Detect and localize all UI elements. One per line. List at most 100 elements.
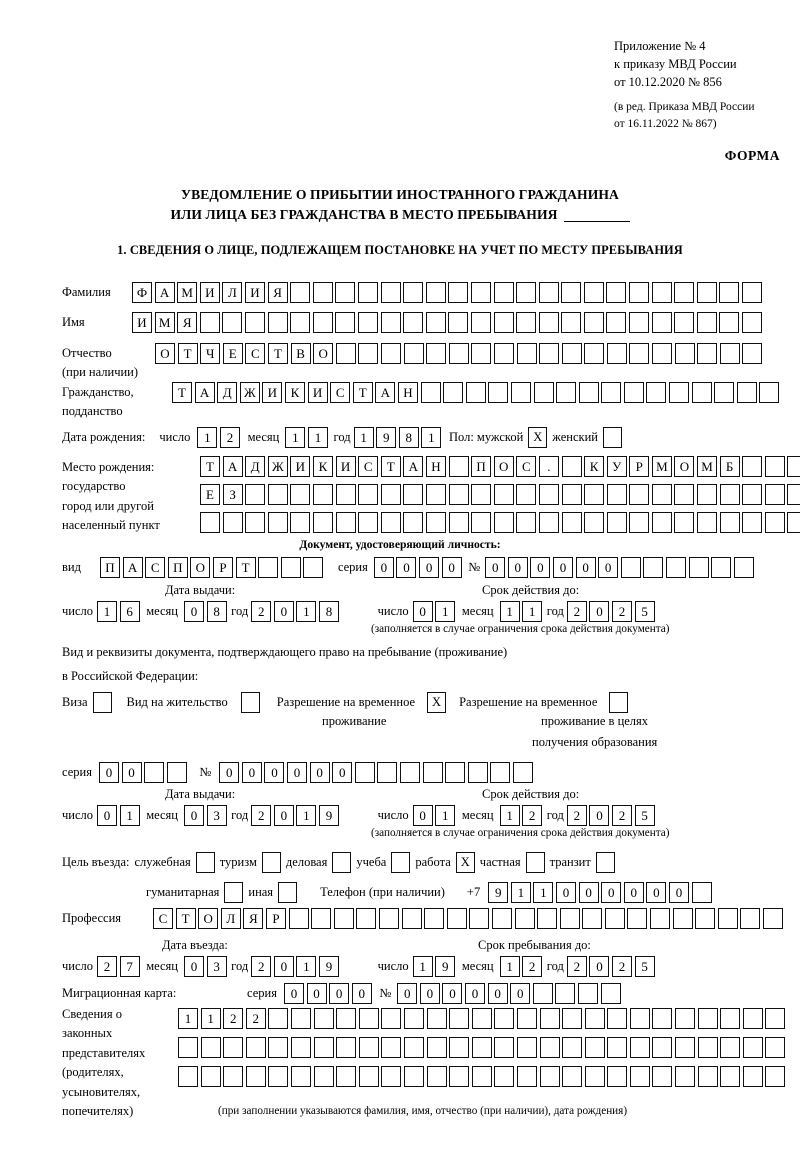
- form-cell[interactable]: 1: [499, 956, 520, 977]
- form-cell[interactable]: [403, 512, 424, 533]
- form-cell[interactable]: [426, 1008, 447, 1029]
- form-cell[interactable]: [381, 1008, 402, 1029]
- form-cell[interactable]: [336, 1066, 357, 1087]
- form-cell[interactable]: С: [153, 908, 173, 929]
- form-cell[interactable]: [403, 312, 424, 333]
- form-cell[interactable]: М: [651, 456, 672, 477]
- form-cell[interactable]: [651, 484, 672, 505]
- form-cell[interactable]: 1: [412, 956, 433, 977]
- form-cell[interactable]: [258, 557, 279, 578]
- form-cell[interactable]: 2: [566, 601, 587, 622]
- form-cell[interactable]: 2: [612, 601, 633, 622]
- form-cell[interactable]: [267, 312, 288, 333]
- form-cell[interactable]: Е: [222, 343, 243, 364]
- form-cell[interactable]: [403, 1008, 424, 1029]
- form-cell[interactable]: 1: [435, 805, 456, 826]
- form-cell[interactable]: И: [199, 282, 220, 303]
- form-cell[interactable]: [470, 282, 491, 303]
- form-cell[interactable]: [584, 484, 605, 505]
- form-cell[interactable]: [268, 1066, 289, 1087]
- form-cell[interactable]: [717, 908, 738, 929]
- form-cell[interactable]: [335, 484, 356, 505]
- form-cell[interactable]: Ч: [200, 343, 221, 364]
- form-cell[interactable]: 0: [219, 762, 240, 783]
- form-cell[interactable]: [312, 484, 333, 505]
- form-cell[interactable]: [448, 343, 469, 364]
- form-cell[interactable]: [765, 1037, 786, 1058]
- form-cell[interactable]: [290, 484, 311, 505]
- form-cell[interactable]: [691, 382, 712, 403]
- form-cell[interactable]: [494, 1037, 515, 1058]
- form-cell[interactable]: [688, 557, 709, 578]
- form-cell[interactable]: О: [198, 908, 219, 929]
- form-cell[interactable]: [561, 312, 582, 333]
- form-cell[interactable]: [629, 343, 650, 364]
- form-cell[interactable]: [311, 908, 332, 929]
- form-cell[interactable]: [313, 1008, 334, 1029]
- form-cell[interactable]: [674, 282, 695, 303]
- form-cell[interactable]: [380, 484, 401, 505]
- form-cell[interactable]: 1: [522, 601, 543, 622]
- form-cell[interactable]: [446, 908, 467, 929]
- purpose-option-checkbox-4[interactable]: X: [455, 852, 475, 873]
- form-cell[interactable]: 0: [396, 557, 417, 578]
- form-cell[interactable]: [312, 312, 333, 333]
- form-cell[interactable]: 0: [485, 557, 506, 578]
- form-cell[interactable]: [582, 908, 603, 929]
- form-cell[interactable]: 0: [183, 805, 204, 826]
- form-cell[interactable]: [720, 1037, 741, 1058]
- form-cell[interactable]: [584, 1008, 605, 1029]
- form-cell[interactable]: 9: [319, 956, 340, 977]
- purpose-option-checkbox-0[interactable]: [195, 852, 215, 873]
- purpose-option-checkbox-1[interactable]: [261, 852, 281, 873]
- form-cell[interactable]: 0: [507, 557, 528, 578]
- form-cell[interactable]: [583, 282, 604, 303]
- form-cell[interactable]: 1: [119, 805, 140, 826]
- form-cell[interactable]: [268, 1008, 289, 1029]
- form-cell[interactable]: [401, 908, 422, 929]
- form-cell[interactable]: Д: [217, 382, 238, 403]
- form-cell[interactable]: 2: [251, 956, 272, 977]
- form-cell[interactable]: Р: [629, 456, 650, 477]
- form-cell[interactable]: .: [538, 456, 559, 477]
- form-cell[interactable]: 0: [556, 882, 576, 903]
- form-cell[interactable]: [290, 282, 311, 303]
- form-cell[interactable]: [516, 282, 537, 303]
- form-cell[interactable]: [335, 312, 356, 333]
- form-cell[interactable]: [764, 512, 785, 533]
- form-cell[interactable]: [764, 484, 785, 505]
- form-cell[interactable]: [696, 282, 717, 303]
- form-cell[interactable]: М: [154, 312, 175, 333]
- form-cell[interactable]: 1: [97, 601, 118, 622]
- form-cell[interactable]: [733, 557, 754, 578]
- form-cell[interactable]: [403, 282, 424, 303]
- form-cell[interactable]: [290, 1066, 311, 1087]
- form-cell[interactable]: П: [100, 557, 120, 578]
- form-cell[interactable]: [691, 882, 712, 903]
- form-cell[interactable]: [178, 1037, 198, 1058]
- form-cell[interactable]: [672, 908, 693, 929]
- form-cell[interactable]: У: [606, 456, 627, 477]
- form-cell[interactable]: 3: [206, 805, 227, 826]
- form-cell[interactable]: [378, 908, 399, 929]
- form-cell[interactable]: [674, 312, 695, 333]
- form-cell[interactable]: 0: [441, 557, 462, 578]
- form-cell[interactable]: 0: [668, 882, 689, 903]
- form-cell[interactable]: 1: [353, 427, 374, 448]
- form-cell[interactable]: [490, 762, 511, 783]
- form-cell[interactable]: [425, 312, 446, 333]
- form-cell[interactable]: [600, 983, 621, 1004]
- form-cell[interactable]: Т: [235, 557, 256, 578]
- form-cell[interactable]: [742, 484, 763, 505]
- form-cell[interactable]: 0: [287, 762, 308, 783]
- form-cell[interactable]: [426, 343, 447, 364]
- form-cell[interactable]: 0: [273, 601, 294, 622]
- form-cell[interactable]: [787, 456, 800, 477]
- form-cell[interactable]: Т: [200, 456, 220, 477]
- form-cell[interactable]: 2: [566, 956, 587, 977]
- form-cell[interactable]: [491, 908, 512, 929]
